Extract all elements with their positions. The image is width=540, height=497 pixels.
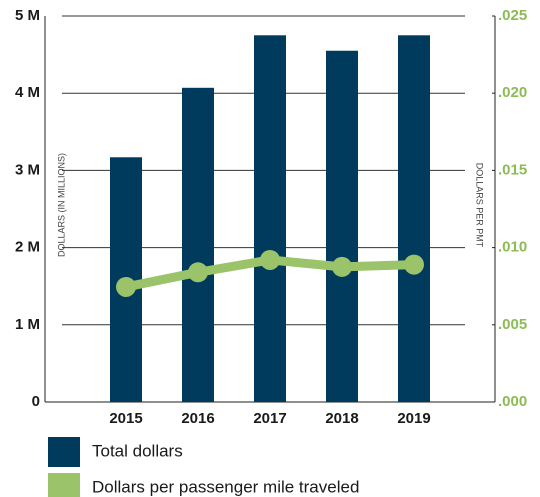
legend-label: Dollars per passenger mile traveled bbox=[92, 477, 359, 496]
line-marker bbox=[188, 262, 208, 283]
y2-tick-label: .015 bbox=[498, 161, 527, 178]
bar bbox=[182, 87, 214, 403]
legend-label: Total dollars bbox=[92, 441, 183, 460]
y-tick-label: 5 M bbox=[15, 7, 40, 24]
y2-tick-label: .000 bbox=[498, 393, 527, 410]
y2-tick-label: .025 bbox=[498, 7, 527, 24]
line-marker bbox=[404, 254, 424, 275]
line-marker bbox=[116, 276, 136, 297]
bar bbox=[326, 50, 358, 403]
y-tick-label: 4 M bbox=[15, 84, 40, 101]
y-axis-label: DOLLARS (IN MILLIONS) bbox=[56, 153, 66, 257]
bar bbox=[398, 35, 430, 403]
y2-tick-label: .010 bbox=[498, 239, 527, 256]
x-tick-label: 2017 bbox=[253, 410, 286, 427]
y2-tick-label: .005 bbox=[498, 316, 527, 333]
x-tick-label: 2018 bbox=[325, 410, 358, 427]
x-tick-label: 2015 bbox=[109, 410, 142, 427]
bar bbox=[254, 35, 286, 403]
y2-axis-label: DOLLARS PER PMT bbox=[475, 163, 485, 248]
line-marker bbox=[332, 256, 352, 277]
y-tick-label: 2 M bbox=[15, 239, 40, 256]
y2-tick-label: .020 bbox=[498, 84, 527, 101]
legend-swatch bbox=[48, 473, 80, 497]
y-tick-label: 1 M bbox=[15, 316, 40, 333]
y-tick-label: 0 bbox=[32, 393, 40, 410]
y-tick-label: 3 M bbox=[15, 161, 40, 178]
line-marker bbox=[260, 249, 280, 270]
legend-swatch bbox=[48, 437, 80, 467]
x-tick-label: 2019 bbox=[397, 410, 430, 427]
x-tick-label: 2016 bbox=[181, 410, 214, 427]
